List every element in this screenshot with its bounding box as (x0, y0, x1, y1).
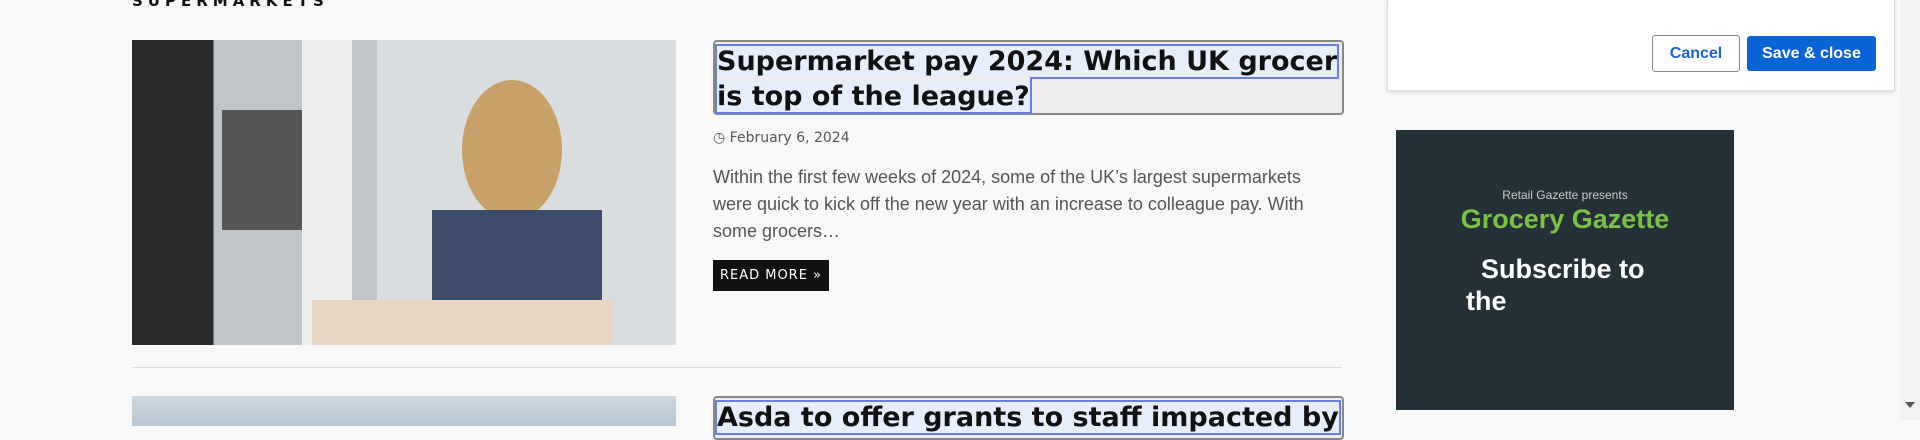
headline-box[interactable]: Asda to offer grants to staff impacted b… (713, 396, 1344, 440)
headline-box[interactable]: Supermarket pay 2024: Which UK grocer is… (713, 40, 1344, 115)
ad-line: Subscribe to (1481, 254, 1645, 284)
ad-line: the (1466, 286, 1507, 316)
ad-brand: Grocery Gazette (1460, 204, 1670, 234)
ad-presents: Retail Gazette presents (1502, 188, 1628, 202)
read-more-button[interactable]: READ MORE » (713, 260, 829, 291)
dialog: Cancel Save & close (1387, 0, 1895, 91)
article-title[interactable]: Supermarket pay 2024: Which UK grocer is… (714, 44, 1340, 114)
page: SUPERMARKETS Supermarket pay 2024: Which… (132, 0, 1920, 440)
cancel-button[interactable]: Cancel (1652, 35, 1740, 72)
article-image[interactable] (132, 396, 676, 426)
photo (222, 40, 612, 345)
scroll-arrow[interactable] (1905, 402, 1915, 413)
scrollbar[interactable] (1900, 0, 1920, 420)
article-title[interactable]: Asda to offer grants to staff impacted b… (715, 400, 1341, 435)
save-button[interactable]: Save & close (1747, 36, 1876, 71)
divider (132, 367, 1342, 368)
article-excerpt: Within the first few weeks of 2024, some… (713, 167, 1304, 241)
article-image[interactable] (132, 40, 676, 345)
advert[interactable]: Retail Gazette presents Grocery Gazette … (1396, 130, 1734, 410)
article-date: ◷ February 6, 2024 (713, 130, 850, 146)
section-label: SUPERMARKETS (132, 0, 329, 10)
